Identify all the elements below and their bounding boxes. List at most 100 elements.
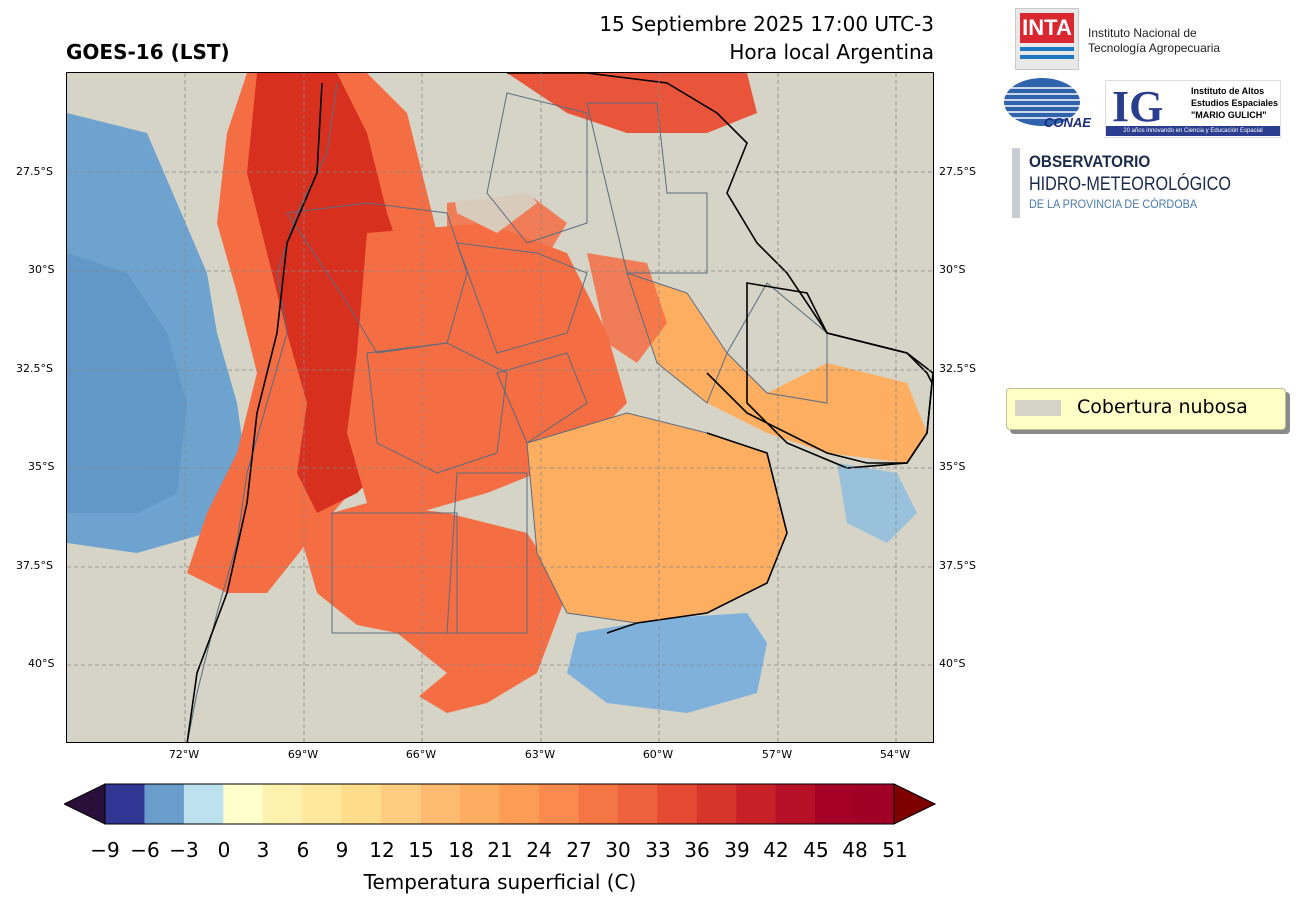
colorbar-tick: 0 <box>217 838 231 862</box>
colorbar-segment <box>499 784 540 824</box>
colorbar-segment <box>578 784 619 824</box>
colorbar-tick: 45 <box>803 838 829 862</box>
observatorio-name-line3: DE LA PROVINCIA DE CÓRDOBA <box>1029 197 1198 211</box>
colorbar-segment <box>144 784 185 824</box>
inta-name-line2: Tecnología Agropecuaria <box>1088 41 1221 55</box>
atlantic-ocean-east <box>837 463 917 543</box>
colorbar-tick: 12 <box>369 838 395 862</box>
observatorio-logo-bar <box>1012 148 1020 218</box>
cloud-cover-label: Cobertura nubosa <box>1077 396 1248 418</box>
lat-label-left: 35°S <box>28 460 55 473</box>
lat-label-right: 40°S <box>939 657 966 670</box>
lst-warm-zone-litoral <box>587 253 667 363</box>
colorbar-tick: 48 <box>842 838 868 862</box>
colorbar-segment <box>381 784 422 824</box>
cloud-cover-legend: Cobertura nubosa <box>1006 388 1286 430</box>
ig-name-line1: Instituto de Altos <box>1191 86 1265 96</box>
colorbar-tick: 6 <box>296 838 310 862</box>
cloud-patch-north <box>447 153 537 233</box>
colorbar-tick: −9 <box>90 838 120 862</box>
map-title: GOES-16 (LST) <box>66 40 230 64</box>
lat-label-left: 32.5°S <box>16 362 53 375</box>
colorbar-segments <box>105 784 895 824</box>
colorbar-tick: 36 <box>684 838 710 862</box>
colorbar-tick: 15 <box>408 838 434 862</box>
observatorio-name-line2: HIDRO-METEOROLÓGICO <box>1029 174 1231 195</box>
colorbar-tick: 30 <box>605 838 631 862</box>
colorbar-tick: 9 <box>335 838 349 862</box>
lat-label-right: 32.5°S <box>939 362 976 375</box>
colorbar-tick: −6 <box>130 838 160 862</box>
lon-label: 57°W <box>761 748 793 761</box>
lon-label: 69°W <box>287 748 319 761</box>
colorbar-segment <box>262 784 303 824</box>
colorbar-segment <box>854 784 895 824</box>
cloud-patch-northeast <box>647 163 927 373</box>
lst-mild-zone-pampas <box>527 413 787 623</box>
lon-label: 63°W <box>524 748 556 761</box>
colorbar-segment <box>617 784 658 824</box>
country-boundaries <box>186 73 933 742</box>
conae-logo-text: CONAE <box>1044 115 1091 130</box>
inta-logo: INTA <box>1015 8 1079 70</box>
colorbar-tick: 39 <box>724 838 750 862</box>
colorbar-tick: 27 <box>566 838 592 862</box>
colorbar-segment <box>538 784 579 824</box>
colorbar-tick: 51 <box>882 838 908 862</box>
lon-label: 60°W <box>642 748 674 761</box>
lat-label-left: 40°S <box>28 657 55 670</box>
colorbar-tick: 33 <box>645 838 671 862</box>
ig-logo-letters: IG <box>1112 82 1164 131</box>
colorbar-segment <box>302 784 343 824</box>
inta-logo-acronym: INTA <box>1020 13 1074 43</box>
lon-label: 72°W <box>168 748 200 761</box>
lon-label: 66°W <box>405 748 437 761</box>
lst-warm-zone-south <box>297 503 567 713</box>
lat-label-right: 37.5°S <box>939 559 976 572</box>
lat-label-right: 30°S <box>939 263 966 276</box>
cloud-cover-swatch <box>1015 400 1061 416</box>
colorbar-segment <box>420 784 461 824</box>
pacific-ocean-deep <box>67 253 187 513</box>
lat-label-left: 27.5°S <box>16 165 53 178</box>
colorbar-segment <box>341 784 382 824</box>
date-time-label: 15 Septiembre 2025 17:00 UTC-3 <box>599 12 934 36</box>
ig-tagline: 20 años innovando en Ciencia y Educación… <box>1106 126 1280 136</box>
colorbar-over-arrow <box>893 783 936 825</box>
inta-name-line1: Instituto Nacional de <box>1088 26 1197 40</box>
colorbar-under-arrow <box>64 783 106 825</box>
colorbar-segment <box>775 784 816 824</box>
local-time-label: Hora local Argentina <box>729 40 934 64</box>
colorbar-segment <box>105 784 145 824</box>
colorbar-segment <box>223 784 264 824</box>
lst-mild-zone-uruguay <box>627 273 927 463</box>
conae-globe-icon <box>1004 78 1080 126</box>
colorbar-tick: 42 <box>763 838 789 862</box>
ig-name-line3: "MARIO GULICH" <box>1191 110 1267 120</box>
grid-lines <box>67 73 933 742</box>
lat-label-right: 27.5°S <box>939 165 976 178</box>
colorbar-tick: 21 <box>487 838 513 862</box>
inta-logo-stripe <box>1020 55 1074 59</box>
colorbar-segment <box>696 784 737 824</box>
colorbar-tick: 3 <box>256 838 270 862</box>
cloud-patch-south <box>237 613 447 742</box>
ig-name-line2: Estudios Espaciales <box>1191 98 1279 108</box>
lat-label-left: 30°S <box>28 263 55 276</box>
colorbar-segment <box>657 784 698 824</box>
colorbar <box>64 783 936 825</box>
lon-label: 54°W <box>879 748 911 761</box>
map-canvas <box>67 73 933 742</box>
observatorio-name-line1: OBSERVATORIO <box>1029 152 1151 171</box>
colorbar-tick: −3 <box>169 838 199 862</box>
colorbar-tick: 18 <box>448 838 474 862</box>
lat-label-right: 35°S <box>939 460 966 473</box>
colorbar-segment <box>815 784 856 824</box>
colorbar-segment <box>736 784 777 824</box>
colorbar-tick: 24 <box>526 838 552 862</box>
colorbar-segment <box>183 784 224 824</box>
atlantic-ocean <box>567 613 767 713</box>
inta-logo-stripe <box>1020 47 1074 51</box>
colorbar-title: Temperatura superficial (C) <box>363 870 637 894</box>
colorbar-outline <box>104 783 895 825</box>
